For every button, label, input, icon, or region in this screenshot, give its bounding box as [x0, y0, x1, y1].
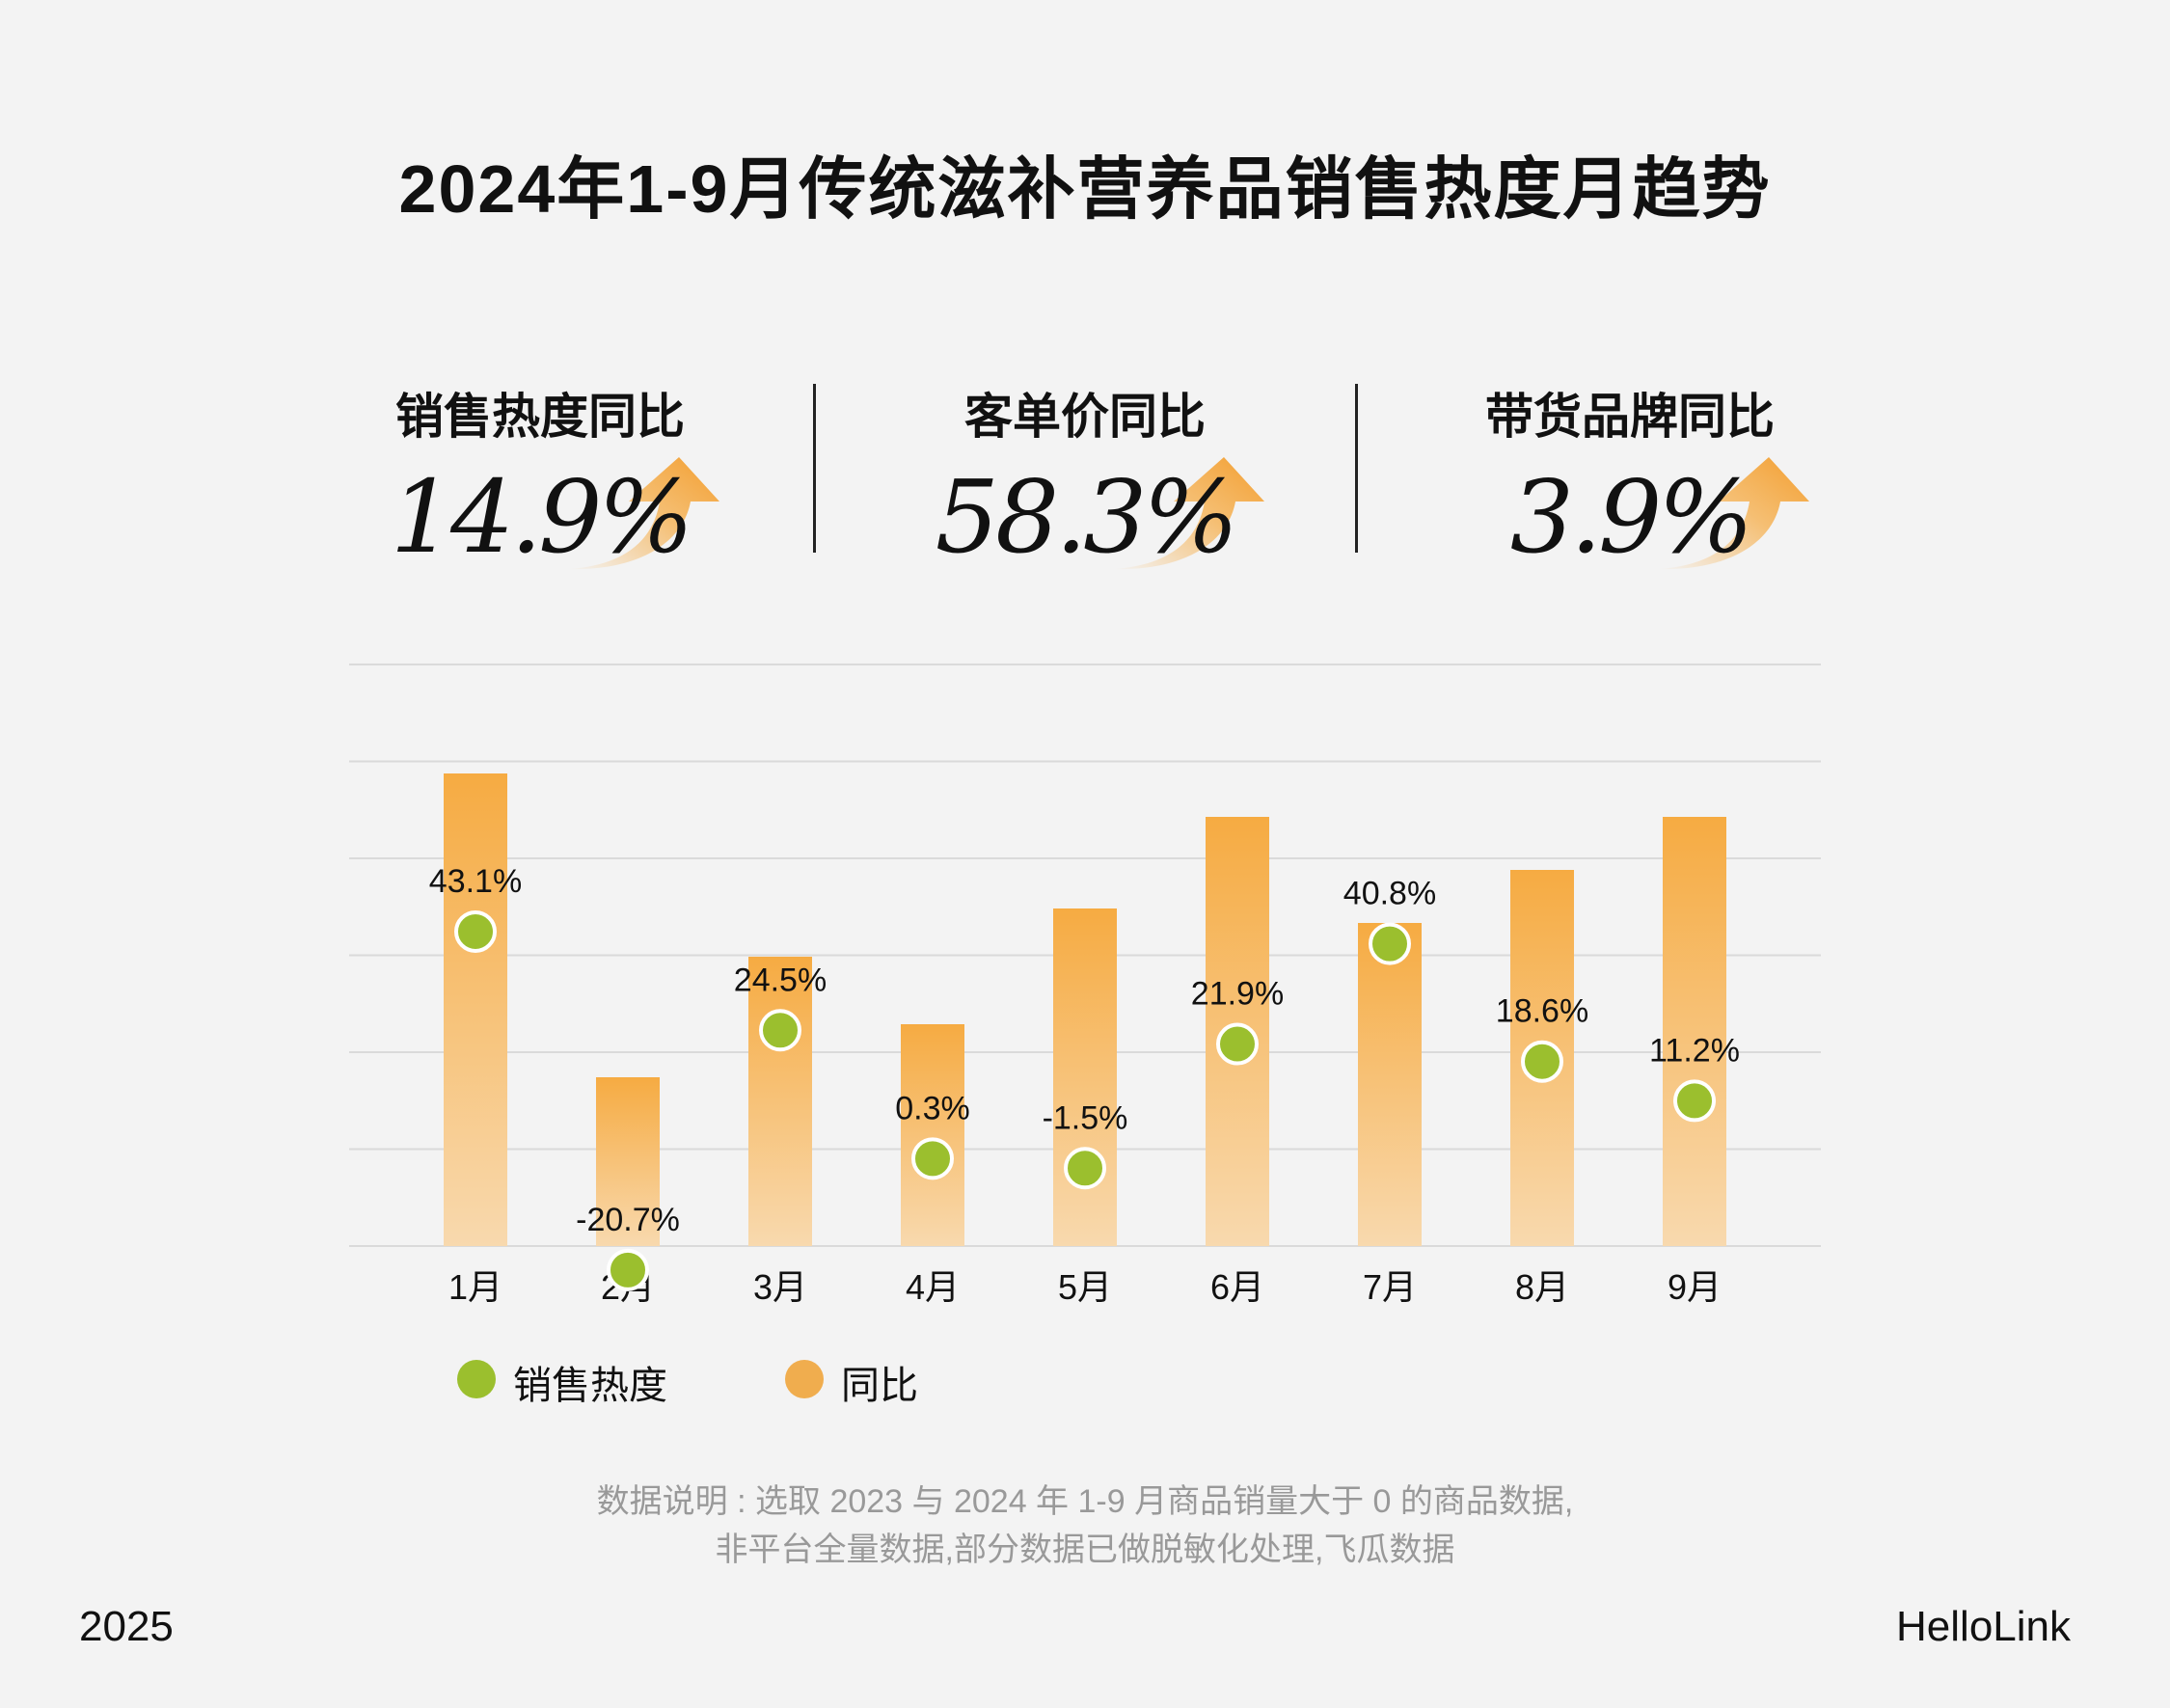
- chart-title: 2024年1-9月传统滋补营养品销售热度月趋势: [398, 151, 1772, 227]
- legend-label: 同比: [841, 1365, 918, 1407]
- x-tick-label: 6月: [1210, 1267, 1264, 1307]
- point-sales-heat: [911, 1137, 954, 1180]
- point-sales-heat: [607, 1248, 649, 1291]
- x-tick-label: 9月: [1668, 1267, 1722, 1307]
- data-label: -1.5%: [1043, 1099, 1128, 1136]
- note-line: 非平台全量数据,部分数据已做脱敏化处理,飞瓜数据: [715, 1532, 1455, 1568]
- data-label: 43.1%: [429, 863, 522, 900]
- stat-label: 客单价同比: [964, 390, 1206, 444]
- footer-brand: HelloLink: [1896, 1603, 2071, 1650]
- point-sales-heat: [1216, 1022, 1259, 1066]
- bar-yoy: [1053, 908, 1117, 1246]
- stat-value: 14.9%: [390, 458, 693, 576]
- stat-value: 58.3%: [935, 458, 1238, 576]
- data-note: 数据说明 : 选取 2023 与 2024 年 1-9 月商品销量大于 0 的商…: [0, 1478, 2170, 1574]
- bar-yoy: [1358, 923, 1422, 1246]
- stat-unit-price: 客单价同比 58.3%: [882, 366, 1288, 579]
- data-label: 18.6%: [1496, 993, 1588, 1030]
- bar-yoy: [596, 1077, 660, 1246]
- x-tick-label: 7月: [1363, 1267, 1417, 1307]
- point-sales-heat: [454, 909, 497, 953]
- point-sales-heat: [1673, 1079, 1716, 1123]
- data-label: 11.2%: [1649, 1032, 1740, 1069]
- combo-chart: 1月2月3月4月5月6月7月8月9月43.1%-20.7%24.5%0.3%-1…: [349, 664, 1821, 1307]
- data-label: 0.3%: [895, 1090, 970, 1126]
- x-tick-label: 3月: [753, 1267, 807, 1307]
- x-tick-label: 4月: [906, 1267, 960, 1307]
- bar-yoy: [1663, 817, 1726, 1246]
- note-line: 数据说明 : 选取 2023 与 2024 年 1-9 月商品销量大于 0 的商…: [596, 1483, 1574, 1520]
- legend-dot: [785, 1360, 824, 1398]
- bar-yoy: [748, 957, 812, 1246]
- legend-dot: [457, 1360, 496, 1398]
- data-label: -20.7%: [576, 1202, 680, 1238]
- arrow-shape: [1659, 457, 1809, 570]
- x-tick-label: 1月: [448, 1267, 502, 1307]
- up-arrow-icon: [1114, 457, 1264, 570]
- divider: [813, 384, 816, 553]
- point-sales-heat: [759, 1009, 801, 1052]
- up-arrow-icon: [569, 457, 719, 570]
- x-tick-label: 5月: [1058, 1267, 1112, 1307]
- bar-yoy: [901, 1024, 964, 1246]
- legend-label: 销售热度: [513, 1365, 667, 1407]
- footer-year: 2025: [79, 1603, 174, 1650]
- arrow-shape: [1114, 457, 1264, 570]
- point-sales-heat: [1521, 1040, 1563, 1083]
- stat-value: 3.9%: [1509, 458, 1753, 576]
- point-sales-heat: [1064, 1147, 1106, 1190]
- x-tick-label: 8月: [1515, 1267, 1569, 1307]
- stat-label: 带货品牌同比: [1485, 390, 1775, 444]
- stat-label: 销售热度同比: [395, 390, 685, 444]
- arrow-shape: [569, 457, 719, 570]
- stats-row: 销售热度同比 14.9% 客单价同比 58.3% 带货品牌同比 3.9%: [0, 366, 2170, 579]
- data-label: 24.5%: [734, 962, 827, 998]
- data-label: 40.8%: [1343, 876, 1436, 912]
- divider: [1355, 384, 1358, 553]
- data-label: 21.9%: [1191, 976, 1284, 1013]
- bar-yoy: [444, 773, 507, 1246]
- up-arrow-icon: [1659, 457, 1809, 570]
- point-sales-heat: [1369, 922, 1411, 965]
- stat-brands: 带货品牌同比 3.9%: [1427, 366, 1832, 579]
- stat-sales-heat: 销售热度同比 14.9%: [338, 366, 743, 579]
